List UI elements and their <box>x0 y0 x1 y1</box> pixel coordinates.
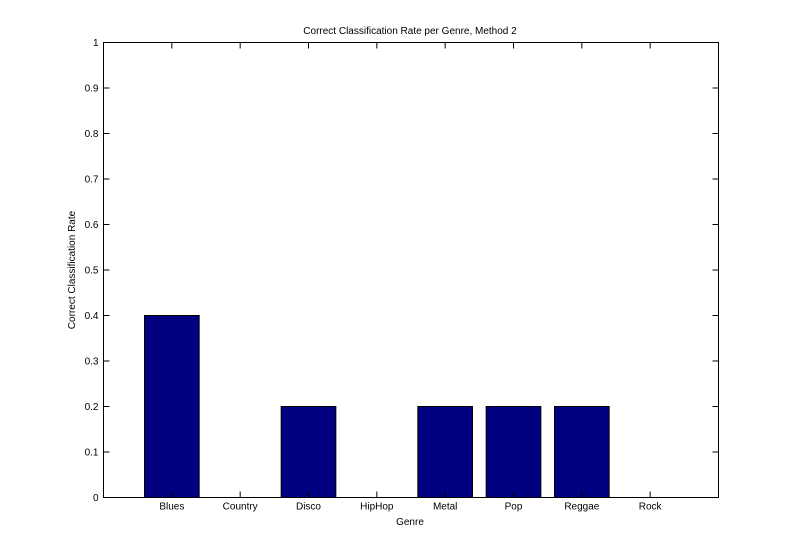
y-tick-label-2: 0.2 <box>85 402 99 413</box>
x-tick-label-pop: Pop <box>505 502 523 513</box>
x-tick-label-disco: Disco <box>296 502 321 513</box>
y-tick-label-9: 0.9 <box>85 84 99 95</box>
x-tick-label-hiphop: HipHop <box>360 502 394 513</box>
bar-reggae <box>554 406 610 498</box>
x-tick-label-country: Country <box>223 502 258 513</box>
y-tick-label-1: 0.1 <box>85 448 99 459</box>
bar-blues <box>144 315 200 498</box>
bar-disco <box>280 406 337 498</box>
x-tick-label-metal: Metal <box>433 502 457 513</box>
y-tick-label-10: 1 <box>93 38 99 49</box>
bar-metal <box>417 406 474 498</box>
y-tick-label-3: 0.3 <box>85 357 99 368</box>
x-tick-labels: Blues Country Disco HipHop Metal Pop Reggae Roc… <box>159 502 662 513</box>
plot-area-frame <box>103 42 719 498</box>
y-tick-labels: 0 0.1 0.2 0.3 0.4 0.5 0.6 0.7 0.8 0.9 1 <box>85 38 99 504</box>
x-tick-label-reggae: Reggae <box>564 502 599 513</box>
y-axis-label: Correct Classification Rate <box>67 210 78 329</box>
chart-title: Correct Classification Rate per Genre, M… <box>303 26 517 37</box>
bar-pop <box>485 406 542 498</box>
y-tick-label-5: 0.5 <box>85 266 99 277</box>
x-axis-label: Genre <box>396 517 424 528</box>
x-tick-label-rock: Rock <box>639 502 663 513</box>
bars-group <box>144 315 610 498</box>
y-tick-label-7: 0.7 <box>85 175 99 186</box>
y-tick-label-6: 0.6 <box>85 220 99 231</box>
y-tick-label-4: 0.4 <box>85 311 99 322</box>
y-tick-label-0: 0 <box>93 493 99 504</box>
x-tick-label-blues: Blues <box>159 502 184 513</box>
y-tick-label-8: 0.8 <box>85 129 99 140</box>
